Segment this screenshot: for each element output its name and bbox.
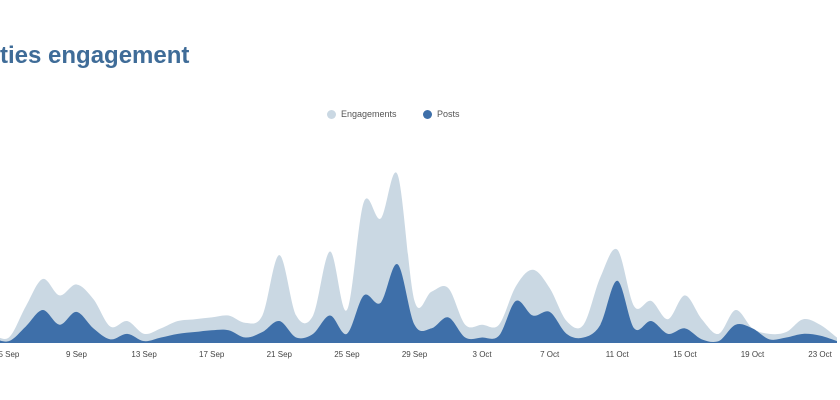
- x-tick-label: 3 Oct: [473, 350, 493, 359]
- x-tick-label: 29 Sep: [402, 350, 428, 359]
- series-area-posts[interactable]: [0, 264, 837, 343]
- series-area-engagements[interactable]: [0, 172, 837, 343]
- legend-label-engagements: Engagements: [341, 109, 397, 119]
- x-axis-ticks: 5 Sep 9 Sep 13 Sep 17 Sep 21 Sep 25 Sep 29 Sep…: [0, 350, 833, 359]
- x-tick-label: 17 Sep: [199, 350, 225, 359]
- legend-item-engagements[interactable]: Engagements: [327, 109, 397, 119]
- x-tick-label: 21 Sep: [267, 350, 293, 359]
- legend-label-posts: Posts: [437, 109, 460, 119]
- chart-legend: Engagements Posts: [0, 109, 840, 123]
- x-tick-label: 19 Oct: [741, 350, 765, 359]
- legend-swatch-engagements: [327, 109, 336, 119]
- x-tick-label: 23 Oct: [808, 350, 832, 359]
- x-tick-label: 15 Oct: [673, 350, 697, 359]
- x-tick-label: 7 Oct: [540, 350, 560, 359]
- x-tick-label: 13 Sep: [131, 350, 157, 359]
- legend-swatch-posts: [423, 109, 432, 119]
- legend-item-posts[interactable]: Posts: [423, 109, 460, 119]
- x-tick-label: 11 Oct: [606, 350, 630, 359]
- chart-title: ties engagement: [0, 42, 190, 69]
- x-tick-label: 25 Sep: [334, 350, 360, 359]
- x-tick-label: 5 Sep: [0, 350, 20, 359]
- series-areas: [0, 172, 837, 343]
- x-tick-label: 9 Sep: [66, 350, 87, 359]
